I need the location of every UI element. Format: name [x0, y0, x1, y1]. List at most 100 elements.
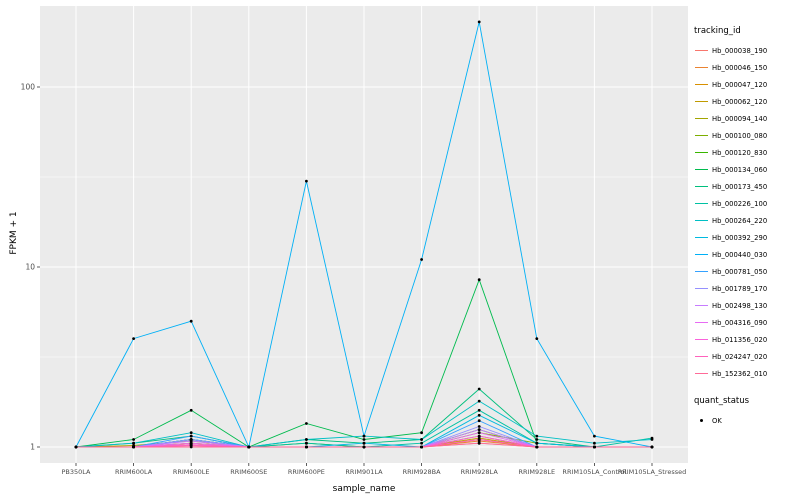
legend-entry-Hb_001789_170: Hb_001789_170: [694, 280, 798, 297]
data-point: [189, 319, 193, 323]
data-point: [74, 445, 78, 449]
data-point: [132, 441, 136, 445]
x-tick-label: RRIM600PE: [288, 468, 325, 476]
x-tick-label: RRIM600LA: [115, 468, 153, 476]
legend-panel: tracking_id Hb_000038_190 Hb_000046_150 Hb…: [694, 26, 798, 429]
legend-entry-Hb_000134_060: Hb_000134_060: [694, 161, 798, 178]
data-point: [420, 438, 423, 441]
legend-key-point-icon: [694, 414, 708, 428]
legend-entry-label: Hb_000046_150: [712, 63, 768, 72]
legend-key-line-icon: [694, 231, 708, 245]
legend-key-line-icon: [694, 95, 708, 109]
data-point: [535, 441, 539, 445]
x-tick-label: RRIM600SE: [230, 468, 267, 476]
data-point: [362, 434, 366, 438]
data-point: [593, 445, 596, 449]
x-tick-label: RRIM928LA: [461, 468, 499, 476]
data-point: [535, 434, 539, 438]
x-tick-label: RRIM928BA: [403, 468, 441, 476]
data-point: [362, 445, 366, 449]
legend-entry-label: Hb_001789_170: [712, 284, 768, 293]
legend-entry-label: Hb_000120_830: [712, 148, 768, 157]
data-point: [535, 438, 539, 441]
legend-entry-label: Hb_152362_010: [712, 369, 768, 378]
data-point: [477, 413, 481, 417]
data-point: [132, 438, 136, 441]
data-point: [477, 278, 481, 282]
legend-key-line-icon: [694, 163, 708, 177]
y-axis-title: FPKM + 1: [9, 211, 19, 255]
x-tick-label: RRIM901LA: [345, 468, 383, 476]
data-point: [189, 431, 193, 435]
legend-entry-Hb_002498_130: Hb_002498_130: [694, 297, 798, 314]
legend-entry-Hb_004316_090: Hb_004316_090: [694, 314, 798, 331]
legend-key-line-icon: [694, 146, 708, 160]
y-tick-label: 1: [30, 443, 35, 452]
legend-entry-label: Hb_000134_060: [712, 165, 768, 174]
data-point: [477, 408, 481, 412]
legend-key-line-icon: [694, 112, 708, 126]
data-point: [189, 445, 193, 449]
data-point: [477, 419, 481, 423]
legend-entry-Hb_000781_050: Hb_000781_050: [694, 263, 798, 280]
data-point: [362, 441, 366, 445]
data-point: [305, 445, 308, 449]
legend-key-line-icon: [694, 61, 708, 75]
legend-entry-label: OK: [712, 416, 722, 425]
legend-entry-Hb_011356_020: Hb_011356_020: [694, 331, 798, 348]
y-tick-label: 10: [25, 263, 35, 272]
legend-key-line-icon: [694, 333, 708, 347]
data-point: [305, 438, 308, 441]
data-point: [305, 441, 308, 445]
legend-entry-label: Hb_000440_030: [712, 250, 768, 259]
legend-entry-label: Hb_000226_100: [712, 199, 768, 208]
legend-key-line-icon: [694, 316, 708, 330]
legend-key-line-icon: [694, 78, 708, 92]
x-tick-label: RRIM928LE: [518, 468, 555, 476]
data-point: [535, 337, 539, 340]
legend-entry-label: Hb_024247_020: [712, 352, 768, 361]
data-point: [477, 387, 481, 391]
data-point: [420, 445, 423, 449]
legend-entry-label: Hb_000392_290: [712, 233, 768, 242]
data-point: [593, 434, 596, 438]
legend-entry-label: Hb_000047_120: [712, 80, 768, 89]
legend-entry-Hb_152362_010: Hb_152362_010: [694, 365, 798, 382]
data-point: [362, 438, 366, 441]
data-point: [132, 337, 136, 340]
legend-entry-label: Hb_000062_120: [712, 97, 768, 106]
data-point: [305, 179, 308, 183]
legend-entry-quant-ok: OK: [694, 412, 798, 429]
legend-entry-Hb_000038_190: Hb_000038_190: [694, 42, 798, 59]
data-point: [420, 258, 423, 261]
data-point: [477, 20, 481, 24]
legend-entry-label: Hb_000038_190: [712, 46, 768, 55]
legend-entry-Hb_024247_020: Hb_024247_020: [694, 348, 798, 365]
data-point: [189, 439, 193, 443]
legend-key-line-icon: [694, 214, 708, 228]
data-point: [477, 431, 481, 435]
legend-entry-label: Hb_000094_140: [712, 114, 768, 123]
x-tick-label: RRIM105LA_Control: [562, 468, 626, 476]
data-point: [420, 441, 423, 445]
legend-key-line-icon: [694, 129, 708, 143]
legend-entry-Hb_000264_220: Hb_000264_220: [694, 212, 798, 229]
legend-key-line-icon: [694, 299, 708, 313]
data-point: [477, 438, 481, 441]
legend-key-line-icon: [694, 44, 708, 58]
data-point: [477, 434, 481, 438]
legend-entry-label: Hb_000264_220: [712, 216, 768, 225]
data-point: [132, 445, 136, 449]
legend-quant-status-entries: OK: [694, 412, 798, 429]
legend-entry-label: Hb_000100_080: [712, 131, 768, 140]
legend-key-line-icon: [694, 282, 708, 296]
legend-entry-Hb_000046_150: Hb_000046_150: [694, 59, 798, 76]
legend-entry-Hb_000226_100: Hb_000226_100: [694, 195, 798, 212]
legend-key-line-icon: [694, 197, 708, 211]
x-tick-label: PB350LA: [61, 468, 91, 476]
data-point: [420, 431, 423, 435]
legend-tracking-id-entries: Hb_000038_190 Hb_000046_150 Hb_000047_120 H…: [694, 42, 798, 382]
legend-title-tracking-id: tracking_id: [694, 26, 741, 36]
legend-entry-label: Hb_000173_450: [712, 182, 768, 191]
